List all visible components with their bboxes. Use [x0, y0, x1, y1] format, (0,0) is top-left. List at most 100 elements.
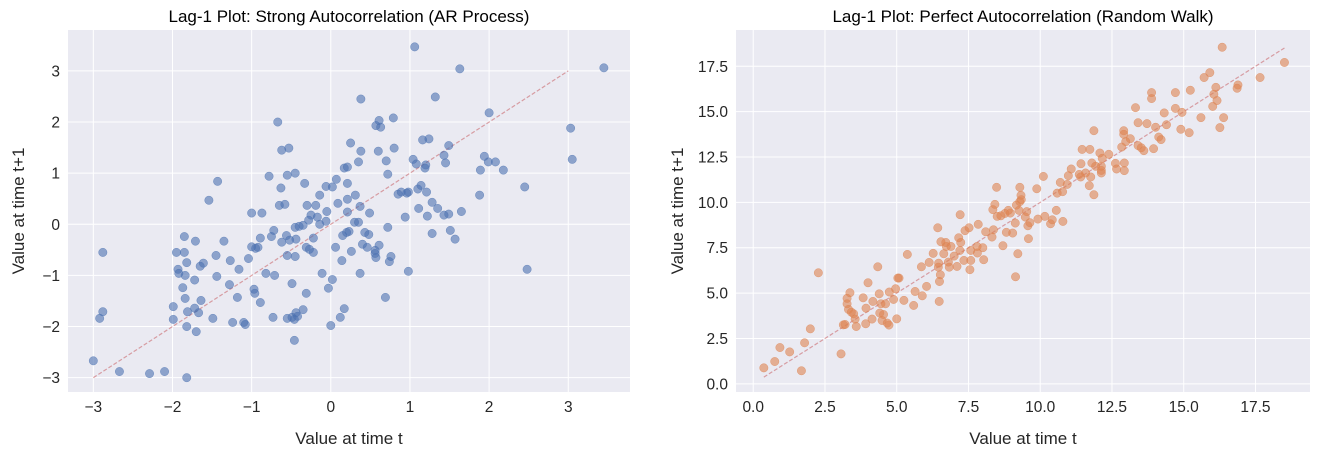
scatter-point	[520, 182, 530, 192]
reference-line	[93, 70, 569, 379]
scatter-point	[168, 314, 178, 324]
scatter-point	[302, 200, 312, 210]
scatter-point	[861, 319, 871, 329]
scatter-point	[934, 297, 944, 306]
scatter-point	[490, 157, 500, 167]
scatter-point	[1184, 128, 1194, 138]
scatter-point	[770, 357, 780, 366]
scatter-point	[282, 251, 292, 260]
x-tick-label: 0	[326, 399, 335, 416]
scatter-point	[389, 143, 399, 153]
scatter-point	[383, 222, 393, 232]
scatter-point	[337, 256, 347, 266]
scatter-point	[327, 275, 337, 284]
scatter-point	[1047, 215, 1057, 225]
scatter-point	[277, 237, 287, 247]
scatter-point	[1015, 182, 1025, 192]
scatter-point	[270, 270, 280, 280]
y-tick-label: 2.5	[706, 331, 728, 348]
scatter-point	[427, 229, 437, 238]
scatter-point	[414, 203, 424, 213]
scatter-point	[208, 313, 218, 323]
scatter-point	[1010, 218, 1020, 228]
scatter-point	[956, 238, 966, 247]
scatter-point	[420, 163, 430, 173]
scatter-point	[240, 320, 250, 329]
scatter-point	[178, 283, 188, 293]
chart-title: Lag-1 Plot: Perfect Autocorrelation (Ran…	[832, 7, 1213, 26]
x-tick-label: 1	[406, 399, 415, 416]
scatter-point	[889, 295, 899, 304]
scatter-point	[380, 292, 390, 302]
scatter-point	[225, 280, 234, 290]
scatter-point	[894, 273, 904, 283]
scatter-point	[280, 199, 290, 209]
x-tick-label: 15.0	[1169, 399, 1200, 416]
scatter-point	[934, 258, 944, 268]
scatter-point	[355, 201, 365, 211]
y-tick-label: 15.0	[698, 104, 729, 121]
scatter-point	[599, 63, 609, 73]
scatter-point	[1196, 113, 1206, 123]
chart-title: Lag-1 Plot: Strong Autocorrelation (AR P…	[169, 7, 530, 26]
y-tick-label: −2	[42, 319, 60, 336]
scatter-point	[868, 297, 878, 306]
scatter-point	[1142, 119, 1152, 129]
scatter-point	[964, 223, 974, 233]
scatter-point	[1038, 171, 1048, 181]
x-tick-label: 2	[485, 399, 494, 416]
scatter-point	[234, 264, 244, 274]
scatter-point	[1119, 166, 1129, 176]
scatter-point	[356, 94, 366, 104]
scatter-point	[891, 284, 901, 294]
scatter-point	[427, 197, 437, 207]
scatter-point	[863, 278, 873, 288]
scatter-point	[1085, 144, 1095, 154]
scatter-point	[1125, 134, 1135, 144]
scatter-point	[290, 252, 300, 261]
y-tick-label: 2	[51, 115, 60, 132]
scatter-point	[1176, 124, 1186, 134]
scatter-point	[388, 113, 398, 123]
y-tick-label: 12.5	[698, 150, 728, 167]
scatter-point	[433, 203, 443, 213]
scatter-point	[365, 208, 375, 218]
scatter-point	[1205, 68, 1215, 78]
scatter-point	[350, 190, 360, 200]
scatter-point	[381, 156, 391, 166]
scatter-point	[342, 194, 352, 204]
x-tick-label: 3	[564, 399, 573, 416]
scatter-point	[1149, 144, 1159, 154]
scatter-point	[1211, 82, 1221, 92]
scatter-point	[955, 210, 965, 220]
scatter-point	[979, 255, 989, 265]
scatter-point	[992, 182, 1002, 192]
scatter-point	[356, 146, 366, 156]
scatter-point	[115, 367, 124, 376]
scatter-point	[1255, 73, 1265, 82]
scatter-point	[522, 264, 532, 274]
scatter-point	[899, 295, 909, 305]
x-axis-label: Value at time t	[295, 429, 403, 448]
y-tick-label: 0	[51, 217, 60, 234]
scatter-point	[1147, 94, 1157, 104]
scatter-point	[244, 254, 253, 264]
left-chart-ar-process: −3 −2 −1 0 1 2 3 −3 −2 −1 0 1 2 3 Lag-1 Plot: Strong …	[9, 7, 630, 448]
scatter-point	[190, 236, 200, 246]
x-tick-label: 0.0	[742, 399, 764, 416]
scatter-point	[879, 310, 888, 319]
scatter-point	[326, 321, 336, 330]
scatter-point	[411, 159, 421, 169]
scatter-point	[840, 320, 850, 329]
scatter-point	[255, 298, 265, 307]
scatter-point	[403, 187, 413, 197]
y-tick-label: 5.0	[706, 286, 728, 303]
scatter-point	[344, 227, 354, 236]
scatter-point	[475, 165, 485, 175]
scatter-point	[291, 234, 301, 244]
x-axis-label: Value at time t	[969, 429, 1077, 448]
scatter-point	[1076, 159, 1086, 169]
scatter-point	[364, 230, 374, 239]
scatter-point	[160, 367, 170, 376]
scatter-point	[342, 207, 352, 217]
